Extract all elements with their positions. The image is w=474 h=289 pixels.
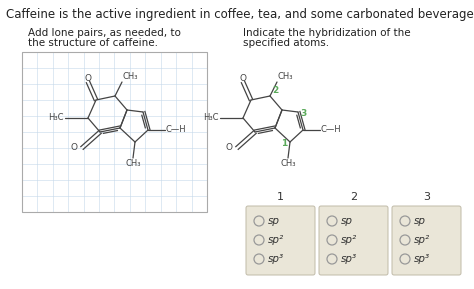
Text: Indicate the hybridization of the: Indicate the hybridization of the [243,28,410,38]
Text: sp: sp [414,216,426,226]
Text: sp²: sp² [341,235,357,245]
FancyBboxPatch shape [246,206,315,275]
Text: sp²: sp² [268,235,284,245]
Text: H₃C: H₃C [48,114,64,123]
Text: sp³: sp³ [414,254,430,264]
Text: specified atoms.: specified atoms. [243,38,329,48]
Text: CH₃: CH₃ [123,72,138,81]
Text: Add lone pairs, as needed, to: Add lone pairs, as needed, to [28,28,181,38]
Text: the structure of caffeine.: the structure of caffeine. [28,38,158,48]
Text: CH₃: CH₃ [280,159,296,168]
Bar [22,52,207,212]
Text: C—H: C—H [166,125,187,134]
Text: O: O [84,74,91,83]
Text: H₃C: H₃C [203,114,219,123]
Text: 3: 3 [423,192,430,202]
Text: sp³: sp³ [268,254,284,264]
Text: C—H: C—H [321,125,342,134]
Text: sp³: sp³ [341,254,357,264]
Text: O: O [71,144,78,153]
FancyBboxPatch shape [319,206,388,275]
Text: CH₃: CH₃ [125,159,141,168]
Text: 1: 1 [281,138,287,147]
Text: CH₃: CH₃ [278,72,293,81]
FancyBboxPatch shape [392,206,461,275]
Text: O: O [226,144,233,153]
Text: sp: sp [268,216,280,226]
Bar [22,52,207,212]
Text: Caffeine is the active ingredient in coffee, tea, and some carbonated beverages.: Caffeine is the active ingredient in cof… [6,8,474,21]
Text: sp: sp [341,216,353,226]
Text: 2: 2 [350,192,357,202]
Text: sp²: sp² [414,235,430,245]
Text: 2: 2 [272,86,278,95]
Text: 3: 3 [300,108,306,118]
Text: O: O [239,74,246,83]
Text: 1: 1 [277,192,284,202]
